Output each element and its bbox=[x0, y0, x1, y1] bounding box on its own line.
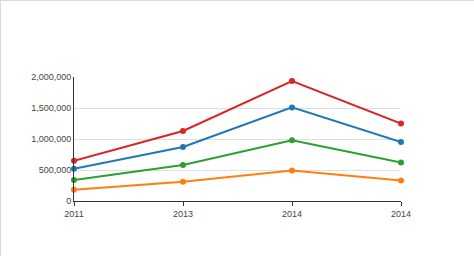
svg-text:2014: 2014 bbox=[282, 209, 302, 219]
svg-text:2011: 2011 bbox=[64, 209, 83, 219]
svg-text:1,000,000: 1,000,000 bbox=[31, 134, 71, 144]
svg-text:0: 0 bbox=[66, 196, 71, 206]
svg-text:2,000,000: 2,000,000 bbox=[31, 72, 71, 82]
svg-text:2013: 2013 bbox=[173, 209, 193, 219]
svg-text:2014: 2014 bbox=[391, 209, 411, 219]
svg-text:1,500,000: 1,500,000 bbox=[31, 103, 71, 113]
svg-text:500,000: 500,000 bbox=[39, 165, 72, 175]
